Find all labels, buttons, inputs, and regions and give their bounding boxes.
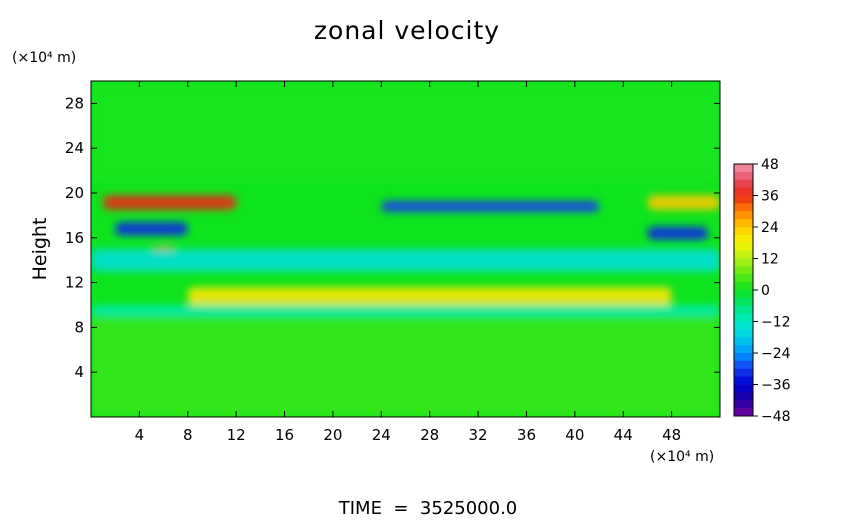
x-tick-label: 20	[323, 426, 342, 444]
colorbar-cell	[734, 258, 753, 267]
colorbar-cell	[734, 211, 753, 220]
plot-area	[91, 81, 720, 417]
colorbar-cell	[734, 227, 753, 236]
colorbar: 48 36 24 12 0 −12 −24 −36 −48	[733, 157, 791, 425]
colorbar-tick-label: 36	[761, 189, 779, 205]
x-tick-label: 40	[565, 426, 584, 444]
x-tick-label: 48	[662, 426, 681, 444]
colorbar-cell	[734, 400, 753, 409]
time-footer: TIME = 3525000.0	[338, 498, 518, 519]
colorbar-tick-label: −24	[761, 346, 791, 362]
colorbar-cell	[734, 187, 753, 196]
colorbar-cell	[734, 368, 753, 378]
colorbar-tick-label: −36	[761, 378, 791, 394]
colorbar-cell	[734, 171, 753, 181]
heatmap-cell	[115, 222, 188, 236]
heatmap-cell	[91, 81, 720, 182]
colorbar-cell	[734, 219, 753, 228]
chart-title: zonal velocity	[314, 16, 500, 45]
x-tick-label: 24	[372, 426, 391, 444]
heatmap-cell	[381, 200, 600, 213]
colorbar-cell	[734, 250, 753, 259]
colorbar-tick-label: 0	[761, 283, 770, 299]
colorbar-cell	[734, 360, 753, 370]
y-tick-label: 20	[65, 184, 84, 202]
colorbar-cell	[734, 297, 753, 307]
colorbar-cell	[734, 234, 753, 244]
y-axis-label: Height	[29, 218, 51, 281]
colorbar-cell	[734, 337, 753, 346]
colorbar-cell	[734, 384, 753, 393]
colorbar-cell	[734, 290, 753, 299]
colorbar-cell	[734, 282, 753, 291]
x-tick-label: 8	[183, 426, 193, 444]
y-tick-label: 12	[65, 274, 84, 292]
colorbar-tick-label: 48	[761, 157, 779, 173]
colorbar-cell	[734, 353, 753, 362]
colorbar-cell	[734, 376, 753, 385]
heatmap-cell	[103, 195, 237, 210]
x-tick-label: 12	[227, 426, 246, 444]
colorbar-cell	[734, 203, 753, 212]
colorbar-tick-label: −48	[761, 409, 791, 425]
colorbar-cell	[734, 305, 753, 315]
y-tick-label: 28	[65, 94, 84, 112]
heatmap-cell	[647, 226, 708, 241]
colorbar-cell	[734, 195, 753, 204]
colorbar-cell	[734, 329, 753, 338]
colorbar-cell	[734, 392, 753, 401]
heatmap-cell	[91, 305, 720, 317]
colorbar-cell	[734, 242, 753, 252]
heatmap-cell	[647, 195, 720, 210]
x-tick-label: 28	[420, 426, 439, 444]
colorbar-tick-label: 12	[761, 252, 779, 268]
heatmap-cell	[187, 287, 672, 305]
heatmap-cell	[91, 249, 720, 272]
y-tick-label: 4	[74, 363, 84, 381]
colorbar-cell	[734, 164, 753, 173]
colorbar-cell	[734, 408, 753, 417]
colorbar-tick-label: 24	[761, 220, 779, 236]
y-tick-label: 8	[74, 318, 84, 336]
colorbar-cell	[734, 274, 753, 283]
y-tick-label: 24	[65, 139, 84, 157]
x-tick-label: 44	[614, 426, 633, 444]
colorbar-cell	[734, 179, 753, 189]
plot-frame	[90, 80, 721, 418]
colorbar-cell	[734, 313, 753, 322]
heatmap-cell	[91, 316, 720, 417]
x-tick-label: 36	[517, 426, 536, 444]
x-tick-label: 32	[469, 426, 488, 444]
y-tick-label: 16	[65, 229, 84, 247]
x-unit-label: (×10⁴ m)	[650, 449, 714, 465]
colorbar-tick-label: −12	[761, 315, 791, 331]
colorbar-cell	[734, 345, 753, 354]
colorbar-cell	[734, 321, 753, 330]
x-tick-label: 16	[275, 426, 294, 444]
x-tick-label: 4	[135, 426, 145, 444]
y-unit-label: (×10⁴ m)	[12, 50, 76, 66]
colorbar-cell	[734, 266, 753, 275]
